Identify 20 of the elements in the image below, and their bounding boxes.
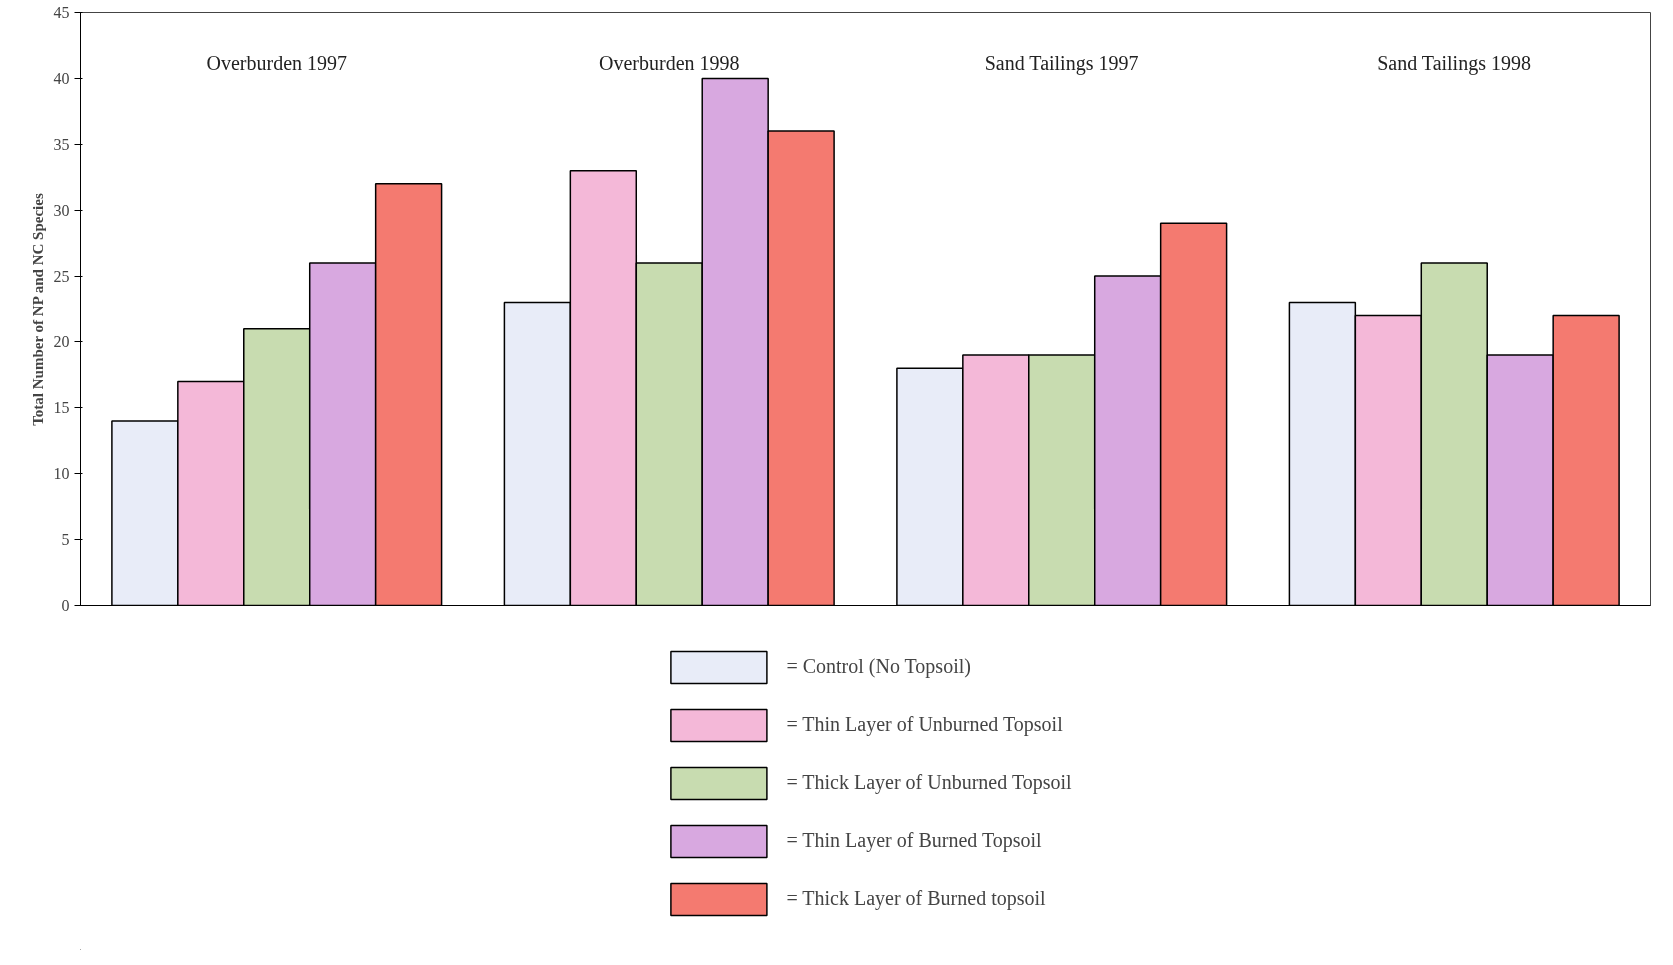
x-tick-label: Overburden 1998 xyxy=(598,51,740,74)
x-tick-label: Sand Tailings 1998 xyxy=(1377,51,1531,75)
y-tick-label: 20 xyxy=(53,333,70,351)
y-tick-label: 45 xyxy=(53,4,70,21)
x-tick-label: Overburden 1997 xyxy=(206,51,348,74)
y-tick-label: 30 xyxy=(53,201,70,219)
y-tick-label: 15 xyxy=(53,399,70,417)
legend-label: = Thick Layer of Unburned Topsoil xyxy=(786,771,1072,794)
x-tick-label: Sand Tailings 1997 xyxy=(984,51,1139,75)
legend-label: = Thin Layer of Burned Topsoil xyxy=(786,829,1042,852)
y-axis-title: Total Number of NP and NC Species xyxy=(29,193,46,426)
legend-label: = Control (No Topsoil) xyxy=(786,655,971,678)
y-tick-label: 10 xyxy=(53,465,70,483)
legend-label: = Thick Layer of Burned topsoil xyxy=(786,887,1046,910)
y-tick-label: 35 xyxy=(53,135,70,153)
y-tick-label: 0 xyxy=(61,597,70,614)
y-tick-label: 25 xyxy=(53,267,70,285)
legend-label: = Thin Layer of Unburned Topsoil xyxy=(786,713,1063,736)
y-tick-label: 5 xyxy=(61,531,70,549)
y-tick-label: 40 xyxy=(53,69,70,87)
